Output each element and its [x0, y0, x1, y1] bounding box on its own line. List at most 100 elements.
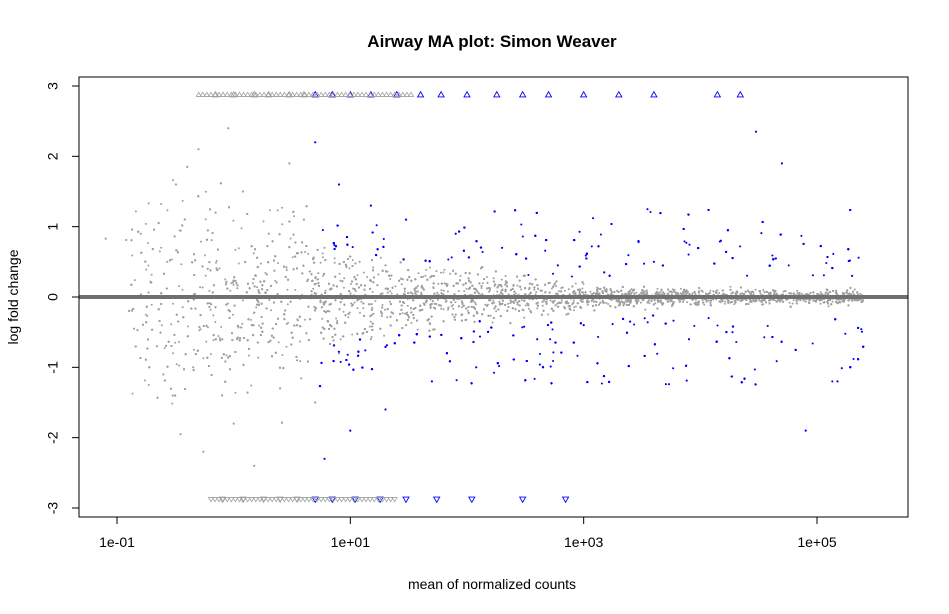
gene-point	[500, 278, 503, 281]
gene-point	[304, 318, 306, 321]
gene-point	[351, 259, 354, 261]
gene-point	[401, 312, 404, 315]
gene-point	[442, 271, 445, 274]
gene-point	[218, 337, 221, 340]
gene-point	[353, 301, 356, 304]
gene-point	[224, 278, 227, 281]
gene-point	[172, 179, 174, 182]
gene-point	[347, 316, 350, 319]
significant-gene-point	[533, 377, 536, 380]
significant-gene-point	[375, 224, 378, 227]
gene-point	[277, 341, 280, 344]
gene-point	[181, 288, 184, 291]
significant-gene-point	[735, 340, 738, 344]
gene-point	[460, 300, 463, 303]
significant-gene-point	[753, 368, 756, 371]
gene-point	[286, 288, 289, 291]
gene-point	[359, 311, 361, 314]
significant-gene-point	[746, 274, 749, 277]
gene-point	[374, 300, 377, 302]
significant-gene-point	[576, 354, 579, 357]
gene-point	[319, 261, 322, 264]
gene-point	[199, 286, 202, 289]
significant-gene-point	[351, 246, 354, 249]
significant-gene-point	[672, 319, 675, 322]
significant-gene-point	[688, 243, 691, 246]
gene-point	[281, 354, 284, 356]
gene-point	[172, 352, 174, 355]
significant-gene-point	[339, 360, 342, 363]
gene-point	[819, 291, 822, 294]
gene-point	[371, 291, 374, 293]
gene-point	[268, 299, 271, 301]
gene-point	[199, 240, 202, 243]
gene-point	[350, 305, 353, 307]
gene-point	[381, 304, 384, 306]
gene-point	[201, 286, 204, 289]
gene-point	[218, 267, 221, 270]
gene-point	[163, 347, 166, 349]
significant-gene-point	[523, 325, 526, 328]
gene-point	[342, 310, 345, 313]
gene-point	[440, 289, 443, 292]
gene-point	[413, 289, 416, 292]
gene-point	[498, 300, 501, 303]
gene-point	[181, 199, 184, 202]
significant-gene-point	[447, 258, 450, 261]
gene-point	[575, 305, 577, 308]
gene-point	[481, 282, 484, 285]
significant-gene-point	[857, 256, 860, 259]
gene-point	[457, 290, 460, 292]
significant-gene-point	[667, 383, 671, 386]
gene-point	[250, 384, 253, 387]
gene-point	[729, 301, 732, 304]
gene-point	[172, 302, 175, 305]
gene-point	[300, 377, 303, 380]
gene-point	[500, 285, 503, 288]
gene-point	[433, 302, 436, 305]
gene-point	[682, 301, 684, 303]
significant-gene-point	[840, 367, 843, 370]
gene-point	[202, 357, 205, 360]
gene-point	[335, 317, 338, 320]
gene-point	[160, 246, 163, 249]
gene-point	[180, 263, 183, 266]
gene-point	[403, 290, 406, 293]
gene-point	[758, 299, 761, 302]
gene-point	[491, 321, 494, 324]
gene-point	[581, 287, 584, 290]
gene-point	[860, 301, 863, 304]
significant-gene-point	[481, 250, 484, 254]
significant-gene-point	[627, 254, 630, 257]
gene-point	[299, 360, 302, 363]
significant-gene-point	[760, 232, 763, 235]
gene-point	[145, 268, 148, 271]
gene-point	[492, 277, 495, 280]
gene-point	[281, 223, 284, 226]
gene-point	[146, 242, 149, 244]
gene-point	[654, 302, 657, 305]
gene-point	[741, 292, 744, 295]
gene-point	[317, 272, 320, 275]
significant-gene-point	[693, 324, 696, 327]
significant-gene-point	[544, 249, 547, 252]
gene-point	[212, 314, 215, 317]
significant-gene-point	[538, 352, 542, 356]
gene-point	[406, 304, 409, 307]
gene-point	[234, 391, 237, 394]
significant-gene-point	[664, 383, 667, 386]
significant-gene-point	[825, 261, 828, 265]
gene-point	[339, 338, 342, 341]
gene-point	[350, 302, 353, 305]
gene-point	[264, 272, 267, 274]
significant-gene-point	[538, 363, 541, 366]
gene-point	[769, 291, 772, 294]
gene-point	[212, 339, 215, 342]
gene-point	[276, 209, 279, 212]
gene-point	[208, 302, 211, 305]
significant-gene-point	[382, 237, 385, 241]
gene-point	[321, 252, 324, 255]
significant-gene-point	[346, 353, 349, 356]
gene-point	[178, 364, 181, 367]
gene-point	[277, 262, 279, 265]
